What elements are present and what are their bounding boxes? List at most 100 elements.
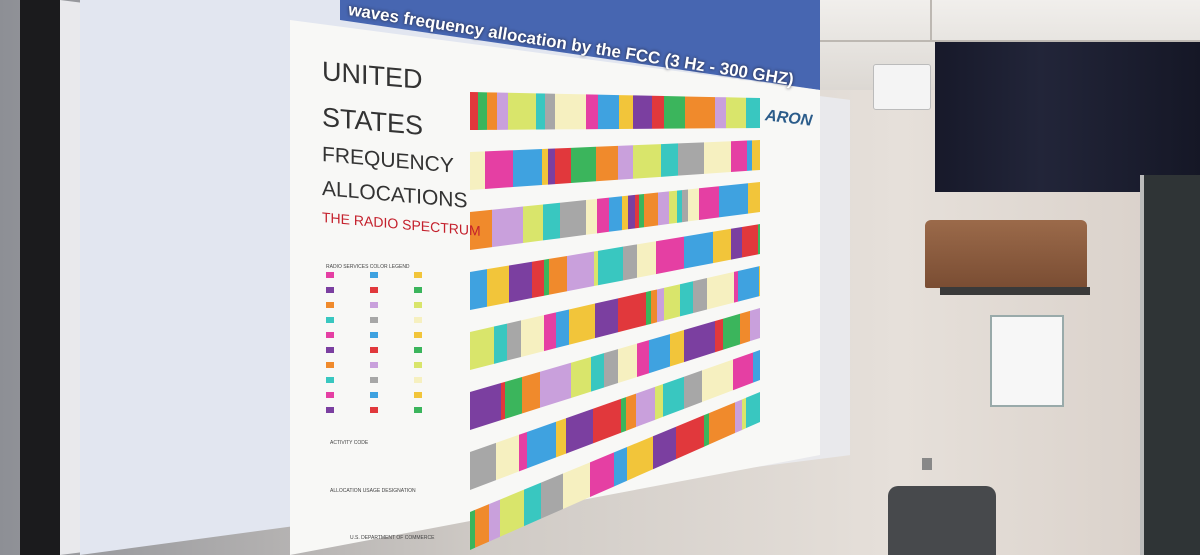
spectrum-band — [746, 392, 760, 429]
spectrum-band — [598, 246, 623, 286]
spectrum-band — [670, 330, 684, 367]
spectrum-band — [735, 399, 742, 434]
spectrum-band — [567, 251, 594, 292]
spectrum-band — [753, 350, 760, 383]
spectrum-band — [682, 189, 688, 223]
legend-swatch — [414, 287, 422, 293]
spectrum-band — [704, 141, 731, 174]
ceiling-tile-line — [930, 0, 932, 42]
legend-swatch — [414, 392, 422, 398]
spectrum-band — [596, 145, 618, 182]
spectrum-band — [544, 312, 556, 352]
spectrum-band — [678, 142, 704, 176]
spectrum-band — [664, 96, 685, 129]
legend-swatch — [370, 287, 378, 293]
spectrum-band — [523, 204, 543, 244]
spectrum-band — [497, 92, 508, 130]
spectrum-band — [556, 309, 569, 349]
spectrum-band — [633, 144, 661, 179]
spectrum-band — [555, 93, 586, 130]
spectrum-band — [569, 303, 595, 345]
legend-title: RADIO SERVICES COLOR LEGEND — [326, 264, 410, 270]
legend-swatch — [414, 347, 422, 353]
spectrum-band — [560, 200, 586, 239]
legend-swatch — [414, 377, 422, 383]
legend-swatch — [326, 362, 334, 368]
spectrum-band — [653, 426, 676, 470]
legend-swatch — [414, 302, 422, 308]
spectrum-band — [509, 261, 532, 303]
spectrum-band — [759, 266, 760, 297]
spectrum-band — [485, 150, 513, 189]
spectrum-band — [540, 362, 571, 408]
department-label: U.S. DEPARTMENT OF COMMERCE — [350, 535, 435, 541]
screen-frame — [20, 0, 60, 555]
spectrum-band — [702, 359, 733, 402]
spectrum-band — [604, 349, 618, 388]
legend-swatch — [414, 317, 422, 323]
spectrum-band — [549, 255, 567, 295]
spectrum-band — [709, 402, 735, 445]
legend-swatch — [370, 302, 378, 308]
spectrum-band — [685, 96, 715, 129]
spectrum-band — [470, 151, 485, 190]
legend-swatch — [370, 362, 378, 368]
spectrum-band — [748, 182, 760, 214]
spectrum-band — [680, 281, 693, 317]
spectrum-band — [618, 343, 637, 384]
spectrum-band — [513, 149, 542, 188]
spectrum-band — [677, 190, 682, 223]
ceiling-tile-line — [760, 40, 1200, 42]
spectrum-band — [752, 140, 760, 171]
spectrum-band — [715, 318, 723, 353]
spectrum-band — [594, 250, 598, 287]
spectrum-band — [470, 92, 478, 130]
spectrum-band — [598, 94, 619, 130]
spectrum-band — [707, 271, 734, 310]
legend-swatch — [414, 362, 422, 368]
spectrum-band — [571, 146, 596, 184]
spectrum-band — [507, 320, 521, 361]
spectrum-band — [470, 442, 496, 490]
spectrum-band — [541, 473, 563, 519]
spectrum-band — [635, 194, 639, 229]
chart-heading: UNITED STATES FREQUENCY ALLOCATIONS THE … — [322, 56, 481, 239]
allocation-usage-label: ALLOCATION USAGE DESIGNATION — [330, 488, 416, 494]
spectrum-band — [470, 209, 492, 250]
spectrum-band — [470, 269, 487, 310]
spectrum-band — [508, 92, 536, 130]
spectrum-band — [618, 145, 633, 180]
spectrum-band — [652, 95, 664, 129]
spectrum-band — [591, 353, 604, 392]
legend-swatch — [326, 332, 334, 338]
spectrum-band — [532, 259, 544, 299]
door — [1140, 175, 1200, 555]
spectrum-band — [505, 376, 522, 419]
spectrum-band — [637, 241, 656, 278]
spectrum-band — [500, 489, 524, 537]
spectrum-band — [651, 289, 657, 324]
spectrum-band — [713, 228, 731, 264]
spectrum-band — [684, 370, 702, 409]
spectrum-band — [663, 376, 684, 417]
spectrum-band — [626, 393, 636, 431]
spectrum-band — [595, 298, 618, 339]
spectrum-band — [501, 381, 505, 421]
spectrum-band — [586, 198, 597, 235]
spectrum-band — [655, 384, 663, 420]
spectrum-bands — [470, 92, 760, 550]
spectrum-band — [470, 326, 494, 370]
spectrum-band — [590, 452, 614, 498]
spectrum-band — [544, 258, 549, 296]
office-chair — [888, 486, 996, 555]
spectrum-band — [494, 323, 507, 364]
spectrum-band — [492, 206, 523, 248]
spectrum-band — [699, 186, 719, 220]
slide-title-bar — [340, 0, 820, 90]
spectrum-band — [470, 509, 475, 550]
legend-swatch — [370, 392, 378, 398]
spectrum-band — [693, 278, 707, 314]
spectrum-band — [619, 95, 633, 129]
spectrum-band — [628, 194, 635, 230]
spectrum-band — [637, 340, 649, 378]
